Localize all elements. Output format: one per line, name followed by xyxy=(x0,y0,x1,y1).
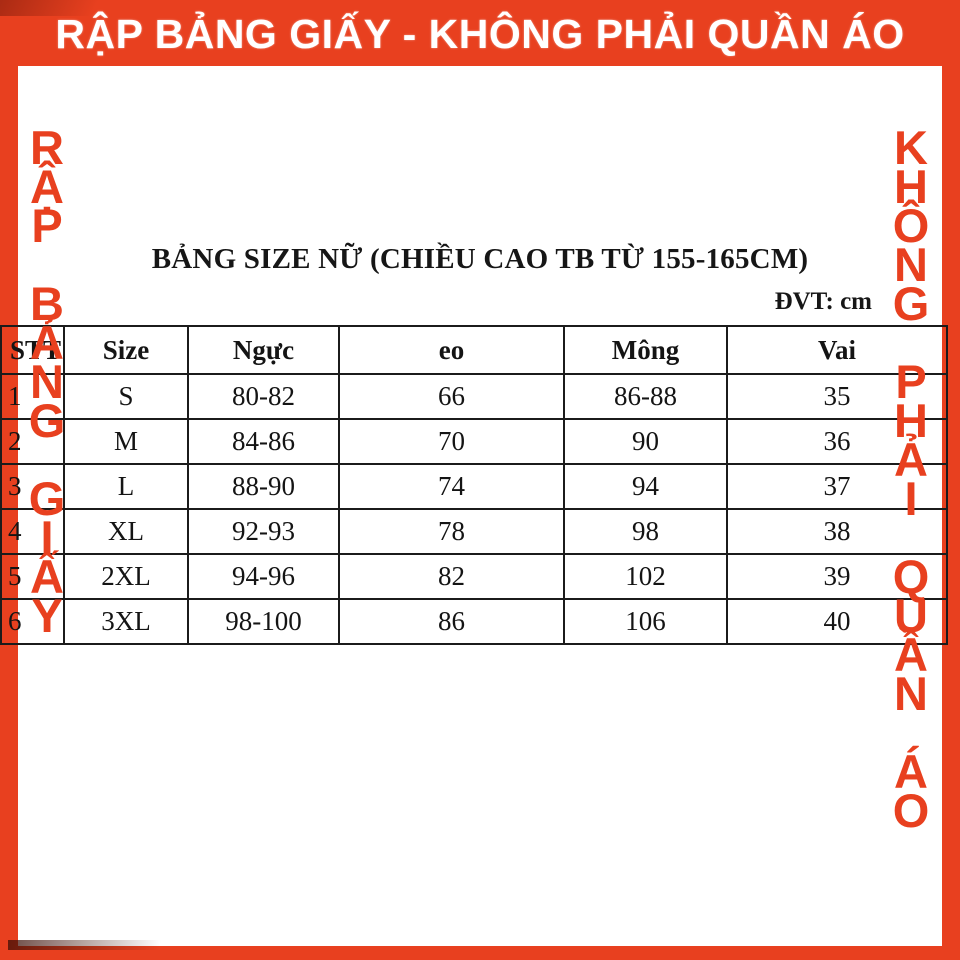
watermark-letter: Ô xyxy=(892,199,930,252)
cell-mong: 102 xyxy=(563,553,728,600)
cell-eo: 82 xyxy=(338,553,565,600)
column-header-vai: Vai xyxy=(726,325,948,375)
table-row: 2 M 84-86 70 90 36 xyxy=(0,418,948,465)
cell-size: L xyxy=(63,463,189,510)
cell-size: M xyxy=(63,418,189,465)
watermark-letter: B xyxy=(30,277,64,330)
watermark-letter: Y xyxy=(31,589,63,642)
size-chart-table: STT Size Ngực eo Mông Vai 1 S 80-82 66 8… xyxy=(0,325,948,645)
cell-eo: 78 xyxy=(338,508,565,555)
cell-stt: 3 xyxy=(0,463,65,510)
table-row: 6 3XL 98-100 86 106 40 xyxy=(0,598,948,645)
watermark-letter: H xyxy=(894,394,928,447)
cell-vai: 38 xyxy=(726,508,948,555)
frame-bottom-highlight xyxy=(8,940,198,950)
cell-stt: 5 xyxy=(0,553,65,600)
watermark-letter: I xyxy=(904,472,918,525)
watermark-letter: Ậ xyxy=(30,160,64,213)
watermark-letter: Ấ xyxy=(30,550,64,603)
watermark-letter: O xyxy=(892,784,930,837)
unit-note: ĐVT: cm xyxy=(774,288,872,315)
watermark-letter: Á xyxy=(894,745,928,798)
watermark-letter: R xyxy=(30,121,64,174)
banner-headline: RẬP BẢNG GIẤY - KHÔNG PHẢI QUẦN ÁO xyxy=(55,11,905,57)
watermark-letter: H xyxy=(894,160,928,213)
banner-bar xyxy=(0,0,960,66)
cell-nguc: 92-93 xyxy=(187,508,340,555)
cell-mong: 98 xyxy=(563,508,728,555)
cell-stt: 1 xyxy=(0,373,65,420)
column-header-mong: Mông xyxy=(563,325,728,375)
cell-vai: 37 xyxy=(726,463,948,510)
cell-mong: 106 xyxy=(563,598,728,645)
watermark-letter: G xyxy=(892,277,930,330)
cell-stt: 2 xyxy=(0,418,65,465)
watermark-letter: Ả xyxy=(894,433,928,486)
watermark-letter: Q xyxy=(892,550,930,603)
table-row: 5 2XL 94-96 82 102 39 xyxy=(0,553,948,600)
cell-size: S xyxy=(63,373,189,420)
watermark-letter: K xyxy=(894,121,928,174)
cell-vai: 39 xyxy=(726,553,948,600)
cell-nguc: 84-86 xyxy=(187,418,340,465)
watermark-letter: P xyxy=(895,355,927,408)
cell-mong: 94 xyxy=(563,463,728,510)
table-header: STT Size Ngực eo Mông Vai xyxy=(0,325,948,375)
table-row: 4 XL 92-93 78 98 38 xyxy=(0,508,948,555)
table-body: 1 S 80-82 66 86-88 35 2 M 84-86 70 90 36… xyxy=(0,373,948,645)
cell-eo: 66 xyxy=(338,373,565,420)
watermark-letter: G xyxy=(28,472,66,525)
cell-size: 2XL xyxy=(63,553,189,600)
cell-mong: 90 xyxy=(563,418,728,465)
watermark-letter: G xyxy=(28,394,66,447)
column-header-eo: eo xyxy=(338,325,565,375)
frame-border-bottom xyxy=(0,940,960,960)
column-header-size: Size xyxy=(63,325,189,375)
watermark-letter: U xyxy=(894,589,928,642)
frame-border-right xyxy=(942,0,960,960)
watermark-letter: P xyxy=(31,199,63,252)
table-row: 1 S 80-82 66 86-88 35 xyxy=(0,373,948,420)
watermark-letter: Ả xyxy=(30,316,64,369)
watermark-letter: N xyxy=(894,238,928,291)
watermark-letter: N xyxy=(894,667,928,720)
cell-eo: 86 xyxy=(338,598,565,645)
table-header-row: STT Size Ngực eo Mông Vai xyxy=(0,325,948,375)
cell-size: 3XL xyxy=(63,598,189,645)
cell-eo: 70 xyxy=(338,418,565,465)
cell-vai: 40 xyxy=(726,598,948,645)
cell-size: XL xyxy=(63,508,189,555)
column-header-stt: STT xyxy=(0,325,65,375)
watermark-letter: N xyxy=(30,355,64,408)
cell-stt: 6 xyxy=(0,598,65,645)
page-title: BẢNG SIZE NỮ (CHIỀU CAO TB TỪ 155-165CM) xyxy=(151,243,809,275)
cell-nguc: 98-100 xyxy=(187,598,340,645)
column-header-nguc: Ngực xyxy=(187,325,340,375)
cell-mong: 86-88 xyxy=(563,373,728,420)
cell-nguc: 94-96 xyxy=(187,553,340,600)
cell-eo: 74 xyxy=(338,463,565,510)
cell-nguc: 88-90 xyxy=(187,463,340,510)
cell-vai: 35 xyxy=(726,373,948,420)
watermark-letter: I xyxy=(40,511,54,564)
cell-nguc: 80-82 xyxy=(187,373,340,420)
table-row: 3 L 88-90 74 94 37 xyxy=(0,463,948,510)
cell-vai: 36 xyxy=(726,418,948,465)
watermark-letter: Ầ xyxy=(894,628,928,681)
cell-stt: 4 xyxy=(0,508,65,555)
